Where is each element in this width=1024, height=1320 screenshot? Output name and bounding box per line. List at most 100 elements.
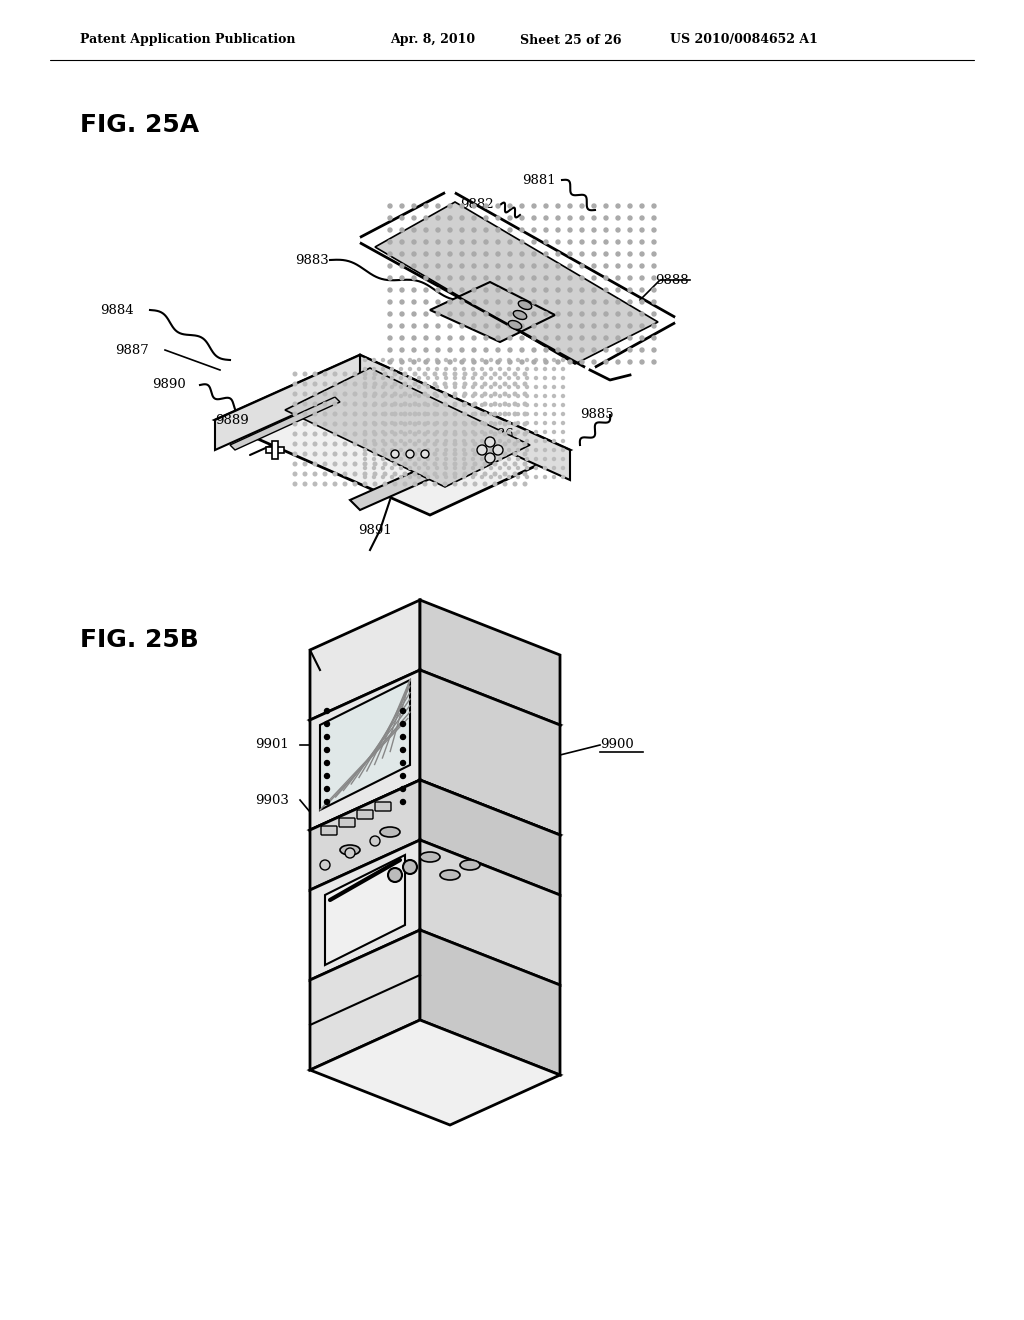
- Circle shape: [324, 422, 327, 426]
- Circle shape: [463, 453, 467, 455]
- Circle shape: [494, 383, 497, 385]
- Circle shape: [324, 442, 327, 446]
- Circle shape: [516, 376, 519, 380]
- Circle shape: [393, 403, 397, 405]
- Circle shape: [520, 288, 524, 292]
- Circle shape: [324, 412, 327, 416]
- Circle shape: [454, 395, 457, 397]
- Polygon shape: [420, 780, 560, 895]
- Circle shape: [604, 360, 608, 364]
- Circle shape: [364, 458, 367, 461]
- Circle shape: [592, 288, 596, 292]
- Circle shape: [535, 421, 538, 425]
- Circle shape: [516, 395, 519, 397]
- Circle shape: [503, 462, 507, 466]
- Circle shape: [414, 422, 417, 426]
- Circle shape: [364, 404, 367, 407]
- Circle shape: [592, 252, 596, 256]
- Circle shape: [544, 385, 547, 388]
- Ellipse shape: [340, 845, 360, 855]
- Circle shape: [403, 422, 407, 426]
- Circle shape: [489, 421, 493, 425]
- Circle shape: [513, 432, 517, 436]
- Circle shape: [382, 404, 384, 407]
- Circle shape: [480, 458, 483, 461]
- Polygon shape: [266, 447, 284, 453]
- Circle shape: [313, 422, 316, 426]
- Circle shape: [556, 312, 560, 315]
- Circle shape: [424, 276, 428, 280]
- Circle shape: [364, 385, 367, 388]
- Circle shape: [473, 392, 477, 396]
- Circle shape: [520, 252, 524, 256]
- Circle shape: [433, 392, 437, 396]
- Circle shape: [568, 240, 572, 244]
- Circle shape: [444, 430, 447, 433]
- Circle shape: [400, 312, 404, 315]
- Circle shape: [473, 422, 477, 426]
- Circle shape: [493, 445, 503, 455]
- Circle shape: [388, 216, 392, 220]
- Circle shape: [333, 372, 337, 376]
- Circle shape: [496, 252, 500, 256]
- Circle shape: [364, 392, 367, 396]
- Circle shape: [471, 430, 474, 433]
- Circle shape: [604, 337, 608, 341]
- Circle shape: [409, 376, 412, 380]
- Circle shape: [364, 395, 367, 397]
- Circle shape: [435, 367, 438, 371]
- Circle shape: [433, 442, 437, 446]
- Circle shape: [516, 404, 519, 407]
- Circle shape: [523, 442, 526, 446]
- Circle shape: [471, 376, 474, 380]
- Circle shape: [373, 449, 376, 451]
- Circle shape: [525, 359, 528, 362]
- Circle shape: [343, 432, 347, 436]
- Circle shape: [525, 430, 528, 433]
- Circle shape: [424, 288, 428, 292]
- Circle shape: [580, 337, 584, 341]
- Circle shape: [313, 412, 316, 416]
- Circle shape: [454, 432, 457, 436]
- Circle shape: [508, 288, 512, 292]
- Circle shape: [535, 412, 538, 416]
- Circle shape: [460, 240, 464, 244]
- Circle shape: [483, 422, 486, 426]
- Circle shape: [520, 276, 524, 280]
- Circle shape: [303, 403, 307, 405]
- Circle shape: [525, 440, 528, 442]
- Circle shape: [460, 228, 464, 232]
- Circle shape: [628, 240, 632, 244]
- Circle shape: [390, 359, 393, 362]
- Circle shape: [393, 422, 397, 426]
- Circle shape: [333, 403, 337, 405]
- Circle shape: [472, 252, 476, 256]
- Circle shape: [353, 432, 356, 436]
- Circle shape: [553, 440, 555, 442]
- Circle shape: [553, 385, 555, 388]
- Circle shape: [412, 216, 416, 220]
- Circle shape: [418, 449, 421, 451]
- Circle shape: [592, 312, 596, 315]
- Circle shape: [460, 312, 464, 315]
- Circle shape: [484, 300, 488, 304]
- Circle shape: [535, 367, 538, 371]
- Circle shape: [444, 367, 447, 371]
- Circle shape: [485, 437, 495, 447]
- Circle shape: [414, 462, 417, 466]
- Circle shape: [568, 205, 572, 209]
- Circle shape: [592, 276, 596, 280]
- Circle shape: [508, 367, 511, 371]
- Circle shape: [324, 403, 327, 405]
- Circle shape: [616, 228, 620, 232]
- Circle shape: [403, 403, 407, 405]
- Circle shape: [496, 288, 500, 292]
- Circle shape: [409, 395, 412, 397]
- Circle shape: [532, 323, 536, 327]
- Circle shape: [463, 422, 467, 426]
- Circle shape: [592, 205, 596, 209]
- Circle shape: [460, 264, 464, 268]
- Circle shape: [460, 337, 464, 341]
- Circle shape: [364, 432, 367, 436]
- Circle shape: [412, 348, 416, 352]
